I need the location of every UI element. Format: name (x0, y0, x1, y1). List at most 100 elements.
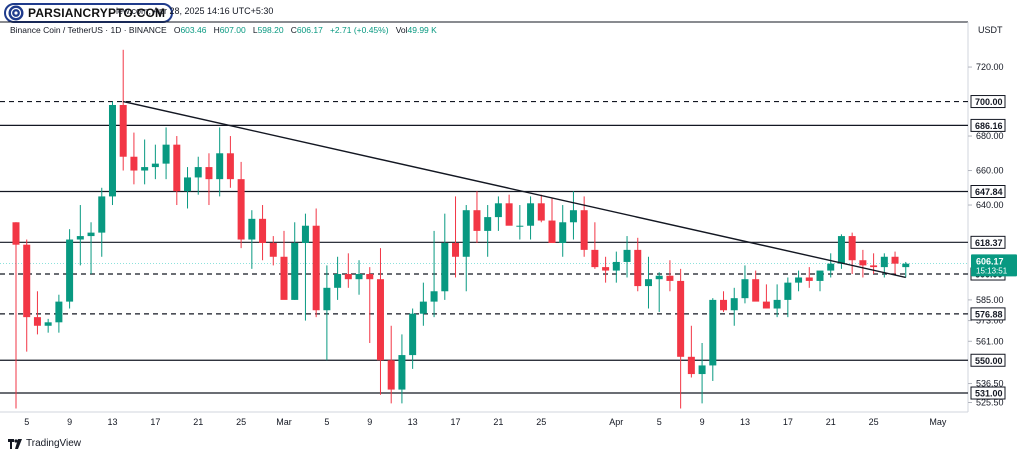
low-value: 598.20 (257, 25, 284, 35)
level-price-tag (970, 118, 1006, 132)
candle-body (537, 203, 545, 221)
level-price-tag (970, 235, 1006, 249)
candle-body (44, 322, 52, 326)
level-price-tag (970, 307, 1006, 321)
candle-body (430, 291, 438, 302)
volume-label: Vol (395, 25, 408, 35)
candle-body (12, 222, 20, 245)
date-tick-label: 21 (193, 417, 203, 427)
candle-body (130, 156, 138, 171)
candle-body (323, 287, 331, 311)
date-tick-label: 13 (740, 417, 750, 427)
date-tick-label: 13 (107, 417, 117, 427)
current-price-countdown: 15:13:51 (976, 266, 1008, 275)
candle-body (784, 282, 792, 300)
brand-name: PARSIANCRYPTO.COM (28, 6, 166, 20)
candle-body (87, 232, 95, 237)
price-tick-label: 640.00 (976, 200, 1004, 210)
candle-body (859, 260, 867, 266)
candle-body (108, 104, 116, 197)
candle-body (494, 203, 502, 218)
candle-body (709, 299, 717, 366)
level-price-label: 700.00 (975, 97, 1003, 107)
candle-body (698, 365, 706, 375)
open-value: 603.46 (180, 25, 207, 35)
candle-body (259, 218, 267, 243)
date-tick-label: 17 (451, 417, 461, 427)
candle-body (516, 225, 524, 227)
level-price-label: 576.88 (975, 309, 1003, 319)
current-price-tag (971, 254, 1017, 277)
date-tick-label: 9 (700, 417, 705, 427)
symbol-name: Binance Coin / TetherUS · 1D · BINANCE (10, 25, 167, 35)
candle-body (505, 203, 513, 226)
change-value: +2.71 (+0.45%) (329, 25, 389, 35)
level-price-label: 550.00 (975, 356, 1003, 366)
candle-body (409, 313, 417, 356)
date-tick-label: 25 (869, 417, 879, 427)
price-tick-label: 680.00 (976, 131, 1004, 141)
candle-body (644, 279, 652, 287)
date-tick-label: 9 (367, 417, 372, 427)
candle-body (76, 236, 84, 240)
date-tick-label: Mar (276, 417, 292, 427)
candle-body (98, 196, 106, 233)
candle-body (366, 274, 374, 280)
current-price-value: 606.17 (976, 256, 1004, 266)
candle-body (419, 301, 427, 314)
level-price-tag (970, 353, 1006, 367)
date-tick-label: 5 (324, 417, 329, 427)
candle-body (344, 274, 352, 280)
candle-body (655, 275, 663, 280)
candle-body (355, 274, 363, 280)
price-axis-currency: USDT (978, 25, 1003, 35)
low-label: L (252, 25, 258, 35)
candle-body (569, 210, 577, 223)
candle-body (398, 355, 406, 390)
date-tick-label: 25 (536, 417, 546, 427)
candle-body (752, 279, 760, 302)
candle-body (216, 153, 224, 180)
date-tick-label: Apr (609, 417, 623, 427)
tradingview-text: TradingView (26, 438, 82, 449)
candle-body (173, 144, 181, 192)
date-tick-label: May (929, 417, 947, 427)
candle-body (387, 360, 395, 390)
candle-body (205, 167, 213, 180)
candle-body (623, 249, 631, 262)
candle-body (559, 222, 567, 243)
candle-body (141, 167, 149, 171)
candle-body (730, 298, 738, 311)
candle-body (527, 203, 535, 226)
candle-body (376, 279, 384, 361)
candle-body (334, 274, 342, 288)
date-tick-label: 17 (150, 417, 160, 427)
candle-body (880, 256, 888, 268)
candle-body (634, 249, 642, 287)
open-label: O (173, 25, 181, 35)
candle-body (226, 153, 234, 180)
candle-body (580, 210, 588, 250)
date-tick-label: 21 (826, 417, 836, 427)
tradingview-logo-icon (8, 438, 22, 449)
price-tick-label: 720.00 (976, 62, 1004, 72)
candle-body (280, 256, 288, 300)
trendline (123, 100, 906, 279)
candle-body (162, 144, 170, 164)
candle-body (762, 301, 770, 309)
candle-body (184, 177, 192, 192)
date-tick-label: 21 (493, 417, 503, 427)
date-tick-label: 13 (408, 417, 418, 427)
candle-body (677, 280, 685, 357)
candle-body (720, 299, 728, 311)
price-tick-label: 561.00 (976, 336, 1004, 346)
level-price-label: 686.16 (975, 121, 1003, 131)
candle-body (441, 242, 449, 292)
close-value: 606.17 (296, 25, 323, 35)
high-label: H (213, 25, 220, 35)
candle-body (612, 261, 620, 271)
symbol-legend: Binance Coin / TetherUS · 1D · BINANCE O… (10, 25, 437, 35)
level-price-tag (970, 95, 1006, 109)
candle-body (151, 163, 159, 168)
